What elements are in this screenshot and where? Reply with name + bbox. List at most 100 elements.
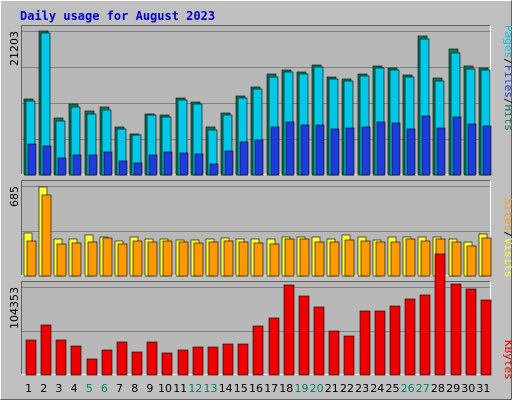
bottom-kbytes-bar-1 <box>25 339 37 376</box>
middle-sites-bar-27 <box>420 240 431 277</box>
middle-sites-bar-22 <box>344 239 355 277</box>
bottom-kbytes-bar-18 <box>283 284 295 376</box>
middle-sites-bar-23 <box>360 240 371 277</box>
x-label-9: 9 <box>146 382 153 395</box>
bottom-kbytes-bar-3 <box>55 339 67 376</box>
x-label-27: 27 <box>416 382 430 395</box>
top-pages-bar-28 <box>436 127 446 176</box>
x-label-24: 24 <box>370 382 384 395</box>
x-label-26: 26 <box>401 382 415 395</box>
top-pages-bar-25 <box>391 122 401 176</box>
x-label-23: 23 <box>355 382 369 395</box>
middle-sites-bar-4 <box>71 242 82 277</box>
x-label-14: 14 <box>219 382 233 395</box>
top-pages-bar-2 <box>42 145 52 176</box>
top-pages-bar-5 <box>88 154 98 176</box>
x-label-15: 15 <box>234 382 248 395</box>
legend-kbytes: KBytes <box>502 340 512 380</box>
top-pages-bar-1 <box>27 143 37 176</box>
middle-sites-bar-21 <box>329 241 340 277</box>
top-pages-bar-27 <box>421 115 431 176</box>
top-pages-bar-26 <box>406 128 416 176</box>
middle-sites-bar-29 <box>451 241 462 277</box>
middle-sites-bar-17 <box>269 243 280 277</box>
middle-sites-bar-20 <box>314 241 325 277</box>
bottom-kbytes-bar-13 <box>207 346 219 376</box>
bottom-kbytes-bar-25 <box>389 305 401 376</box>
x-label-5: 5 <box>86 382 93 395</box>
x-label-10: 10 <box>158 382 172 395</box>
x-label-8: 8 <box>131 382 138 395</box>
legend-mid: Sites/Visits <box>502 198 512 278</box>
top-pages-bar-15 <box>239 141 249 176</box>
x-label-31: 31 <box>476 382 490 395</box>
top-pages-bar-6 <box>103 151 113 176</box>
legend-pages: Pages <box>502 25 512 58</box>
middle-sites-bar-16 <box>253 242 264 277</box>
middle-sites-bar-26 <box>405 238 416 277</box>
middle-sites-bar-10 <box>162 240 173 277</box>
bottom-kbytes-bar-26 <box>404 298 416 376</box>
middle-sites-bar-24 <box>375 241 386 277</box>
legend-top: Pages/Files/Hits <box>502 25 512 131</box>
top-pages-bar-24 <box>376 121 386 176</box>
x-label-13: 13 <box>204 382 218 395</box>
x-label-1: 1 <box>25 382 32 395</box>
x-label-19: 19 <box>295 382 309 395</box>
x-label-2: 2 <box>40 382 47 395</box>
bottom-kbytes-bar-4 <box>70 345 82 376</box>
x-label-18: 18 <box>279 382 293 395</box>
bottom-kbytes-bar-30 <box>465 288 477 376</box>
middle-sites-bar-25 <box>390 241 401 277</box>
middle-sites-bar-11 <box>178 241 189 277</box>
chart-title: Daily usage for August 2023 <box>20 9 215 23</box>
x-label-16: 16 <box>249 382 263 395</box>
x-label-11: 11 <box>173 382 187 395</box>
middle-sites-bar-31 <box>481 237 492 277</box>
middle-sites-bar-8 <box>132 240 143 277</box>
top-pages-bar-21 <box>330 128 340 176</box>
top-pages-bar-7 <box>118 160 128 176</box>
top-pages-bar-12 <box>194 153 204 176</box>
legend-sites: Sites <box>502 198 512 231</box>
bottom-kbytes-bar-29 <box>450 283 462 376</box>
top-pages-bar-17 <box>270 126 280 176</box>
x-label-30: 30 <box>461 382 475 395</box>
bottom-kbytes-bar-31 <box>480 299 492 376</box>
bottom-kbytes-bar-27 <box>419 294 431 376</box>
x-label-25: 25 <box>386 382 400 395</box>
middle-sites-bar-6 <box>102 237 113 277</box>
bottom-kbytes-bar-12 <box>192 346 204 376</box>
x-label-7: 7 <box>116 382 123 395</box>
middle-sites-bar-2 <box>41 194 52 277</box>
top-pages-bar-11 <box>179 152 189 176</box>
top-pages-bar-30 <box>467 123 477 176</box>
bottom-kbytes-bar-22 <box>343 335 355 376</box>
x-label-20: 20 <box>310 382 324 395</box>
bottom-kbytes-bar-8 <box>131 351 143 376</box>
middle-sites-bar-15 <box>238 241 249 277</box>
bottom-kbytes-bar-11 <box>177 349 189 376</box>
top-pages-bar-13 <box>209 163 219 176</box>
top-pages-bar-31 <box>482 125 492 176</box>
legend-sep-1: / <box>502 58 512 65</box>
middle-sites-bar-13 <box>208 241 219 277</box>
bottom-kbytes-bar-24 <box>374 310 386 376</box>
top-ymax-label: 21203 <box>8 31 21 66</box>
bottom-kbytes-bar-17 <box>268 317 280 376</box>
bottom-kbytes-bar-23 <box>359 310 371 376</box>
bottom-kbytes-bar-9 <box>146 341 158 376</box>
middle-sites-bar-1 <box>26 240 37 277</box>
x-label-21: 21 <box>325 382 339 395</box>
bottom-kbytes-bar-19 <box>298 295 310 376</box>
top-pages-bar-18 <box>285 121 295 176</box>
top-pages-bar-9 <box>148 154 158 176</box>
bottom-ymax-label: 104353 <box>8 287 21 329</box>
bottom-kbytes-bar-15 <box>237 343 249 376</box>
bottom-kbytes-bar-10 <box>161 352 173 376</box>
middle-sites-bar-14 <box>223 240 234 277</box>
top-pages-bar-8 <box>133 162 143 176</box>
middle-sites-bar-19 <box>299 238 310 277</box>
x-label-29: 29 <box>446 382 460 395</box>
legend-visits: Visits <box>502 238 512 278</box>
